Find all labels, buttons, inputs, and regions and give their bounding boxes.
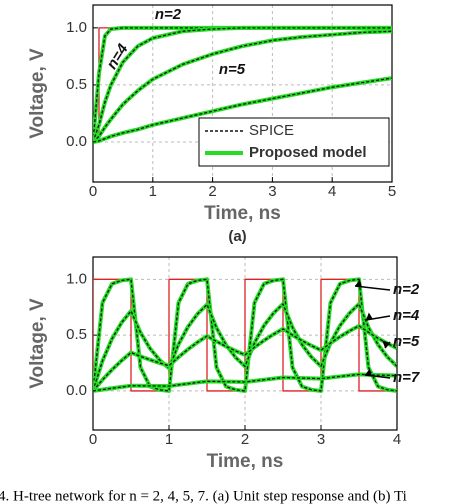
- y-axis-label: Voltage, V: [27, 298, 48, 389]
- annotation-arrow: [384, 341, 391, 349]
- x-tick-label: 0: [89, 431, 97, 448]
- x-tick-label: 1: [165, 431, 173, 448]
- y-tick-label: 0.5: [66, 76, 87, 93]
- curve-label: n=2: [155, 6, 182, 23]
- x-tick-label: 0: [89, 183, 97, 200]
- spice-line: [93, 303, 397, 392]
- arrow-head: [366, 312, 373, 320]
- x-axis-label: Time, ns: [204, 203, 281, 224]
- x-tick-label: 1: [149, 183, 157, 200]
- y-axis-label: Voltage, V: [27, 48, 48, 139]
- curve-label: n=4: [393, 307, 420, 324]
- x-tick-label: 3: [268, 183, 276, 200]
- y-tick-label: 0.0: [66, 382, 87, 399]
- curve-label: n=7: [393, 369, 420, 386]
- spice-line: [93, 373, 397, 392]
- arrow-head: [355, 279, 362, 287]
- x-axis-label: Time, ns: [207, 451, 284, 472]
- panel-label: (a): [228, 228, 246, 245]
- annotation-arrow: [365, 315, 391, 321]
- y-tick-label: 0.0: [66, 133, 87, 150]
- y-tick-label: 1.0: [66, 19, 87, 36]
- x-tick-label: 4: [393, 431, 401, 448]
- spice-line: [93, 278, 397, 392]
- spice-line: [93, 30, 392, 143]
- curve-label: n=5: [393, 333, 420, 350]
- spice-line: [93, 77, 392, 143]
- x-tick-label: 5: [388, 183, 396, 200]
- annotation-arrow: [364, 374, 391, 379]
- annotation-arrow: [354, 285, 391, 291]
- plot-frame: [92, 4, 393, 183]
- x-tick-label: 3: [317, 431, 325, 448]
- y-tick-label: 0.5: [66, 326, 87, 343]
- legend-label: SPICE: [249, 122, 294, 139]
- curve-label: n=5: [219, 61, 246, 78]
- arrow-head: [382, 340, 389, 348]
- y-tick-label: 1.0: [66, 270, 87, 287]
- spice-line: [93, 325, 397, 392]
- x-tick-label: 2: [241, 431, 249, 448]
- legend-box: [198, 117, 390, 167]
- spice-line: [93, 27, 392, 143]
- caption: 4. H-tree network for n = 2, 4, 5, 7. (a…: [0, 488, 407, 504]
- x-tick-label: 4: [328, 183, 336, 200]
- legend-label: Proposed model: [249, 144, 367, 161]
- x-tick-label: 2: [208, 183, 216, 200]
- curve-label: n=2: [393, 281, 420, 298]
- arrow-head: [365, 368, 372, 376]
